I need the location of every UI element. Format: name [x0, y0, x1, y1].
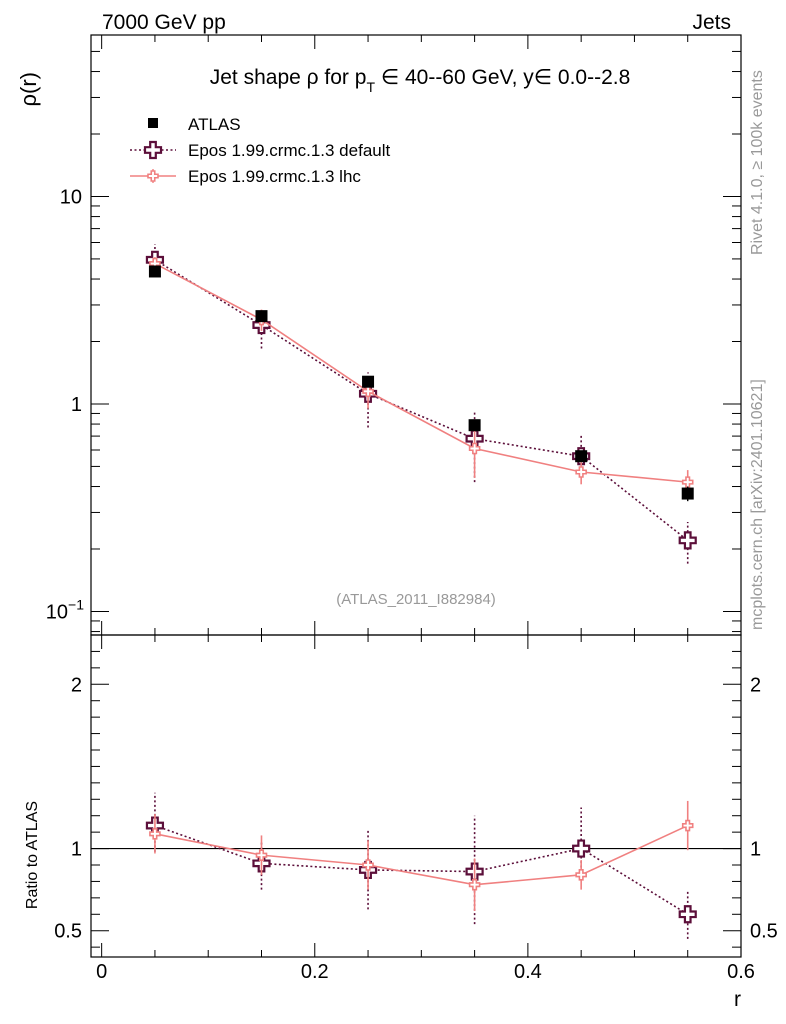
ratio-series-default [145, 792, 697, 939]
mcplots-label: mcplots.cern.ch [arXiv:2401.10621] [749, 379, 766, 630]
main-y-axis-label: ρ(r) [16, 72, 41, 107]
legend-marker-atlas [148, 118, 158, 128]
legend-marker-lhc [130, 169, 176, 183]
ratio-point-lhc [149, 827, 161, 840]
ratio-y-tick-label: 2 [71, 674, 82, 696]
ratio-plot-panel: 0 0.2 0.4 0.6 0.5 0.5 1 1 2 2 Ratio to ATLAS r [24, 634, 778, 1011]
ratio-point-lhc [255, 849, 268, 861]
main-y-tick-label: 10 [60, 186, 82, 208]
legend-point-default [143, 140, 163, 160]
ratio-y-tick-label-right: 0.5 [750, 921, 778, 943]
legend-marker-default [130, 140, 176, 160]
ratio-series-line-lhc [154, 824, 689, 886]
ratio-x-tick-label: 0.6 [727, 961, 755, 983]
legend-label-atlas: ATLAS [188, 115, 241, 134]
ratio-point-lhc [681, 819, 694, 832]
ratio-y-tick-label: 1 [71, 839, 82, 861]
main-series-data [148, 265, 694, 502]
rivet-label: Rivet 4.1.0, ≥ 100k events [749, 70, 766, 255]
ratio-y-tick-label: 0.5 [54, 921, 82, 943]
main-series-line-default [154, 259, 689, 542]
main-point-lhc [468, 442, 481, 455]
ratio-point-lhc [468, 878, 481, 891]
ratio-plot-frame [90, 634, 742, 958]
header-left: 7000 GeV pp [102, 11, 226, 34]
main-point-data [362, 375, 375, 388]
main-point-lhc [681, 476, 694, 488]
main-plot-title: Jet shape ρ for pT ∈ 40--60 GeV, y∈ 0.0-… [210, 66, 631, 95]
ratio-y-tick-label-right: 1 [750, 839, 761, 861]
title-sub: T [366, 79, 375, 95]
ratio-x-tick-label: 0.4 [514, 961, 542, 983]
ratio-point-lhc [362, 859, 374, 871]
main-y-tick-label: 10−1 [46, 596, 84, 623]
ratio-x-tick-label: 0 [96, 961, 107, 983]
title-pre: Jet shape ρ for p [210, 66, 367, 89]
main-series-lhc [149, 257, 694, 494]
legend-label-lhc: Epos 1.99.crmc.1.3 lhc [188, 167, 361, 186]
main-point-data [148, 265, 161, 278]
legend-label-default: Epos 1.99.crmc.1.3 default [188, 141, 391, 160]
ratio-y-tick-label-right: 2 [750, 674, 761, 696]
title-post: ∈ 40--60 GeV, y∈ 0.0--2.8 [375, 66, 630, 89]
ratio-series-line-default [154, 824, 689, 915]
main-point-lhc [575, 466, 587, 478]
legend-point-lhc [147, 170, 159, 182]
main-point-data [468, 419, 481, 432]
ratio-point-default [572, 839, 591, 858]
header-right: Jets [692, 11, 731, 34]
ratio-point-default [678, 905, 697, 924]
main-point-lhc [362, 385, 374, 398]
watermark-label: (ATLAS_2011_I882984) [336, 591, 496, 608]
ratio-x-axis-label: r [734, 988, 741, 1011]
main-y-tick-label: 1 [71, 394, 82, 416]
ratio-point-lhc [575, 869, 587, 881]
main-plot-panel: 10−1 1 10 ρ(r) (ATLAS_2011_I882984) Jet sh… [16, 34, 742, 636]
main-series-default [145, 244, 697, 564]
legend: ATLAS Epos 1.99.crmc.1.3 default Epos 1.… [130, 115, 391, 186]
main-point-default [678, 531, 697, 550]
main-point-data [681, 487, 694, 500]
ratio-series-lhc [149, 800, 694, 911]
main-series-line-lhc [154, 262, 688, 483]
main-point-data [575, 450, 588, 463]
main-point-data [255, 310, 268, 323]
ratio-y-axis-label: Ratio to ATLAS [24, 801, 41, 909]
ratio-x-tick-label: 0.2 [301, 961, 329, 983]
